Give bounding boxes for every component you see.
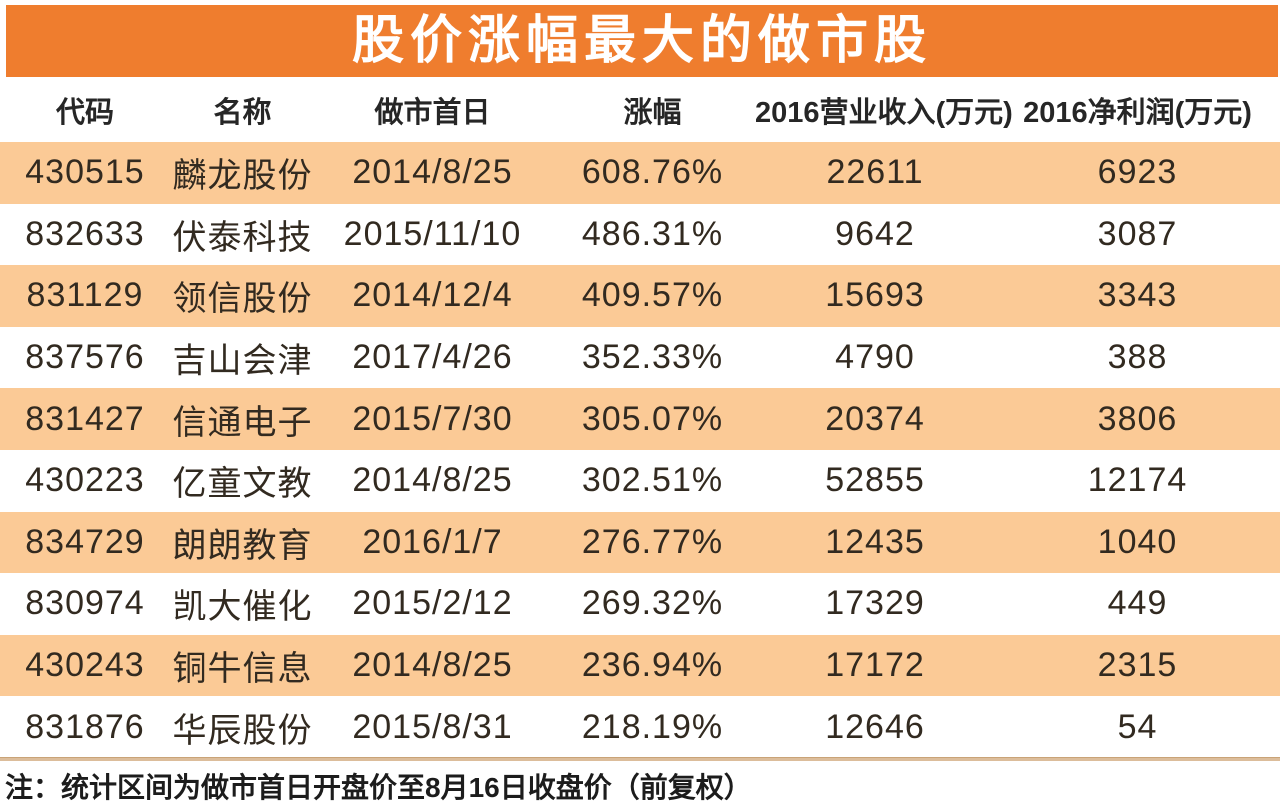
table-row: 831427 信通电子 2015/7/30 305.07% 20374 3806 (0, 388, 1280, 450)
cell-gain: 486.31% (581, 214, 724, 253)
cell-name: 麟龙股份 (172, 157, 313, 196)
cell-code: 831129 (26, 276, 144, 315)
cell-name: 铜牛信息 (172, 650, 313, 689)
cell-name: 伏泰科技 (172, 218, 313, 257)
cell-gain: 352.33% (581, 338, 724, 377)
cell-first-day: 2014/8/25 (352, 461, 513, 500)
cell-profit: 54 (1117, 707, 1158, 746)
cell-profit: 3806 (1097, 399, 1178, 438)
table-body: 430515 麟龙股份 2014/8/25 608.76% 22611 6923… (0, 142, 1280, 758)
cell-revenue: 4790 (835, 338, 915, 377)
cell-first-day: 2014/8/25 (352, 153, 513, 192)
cell-first-day: 2015/8/31 (352, 707, 513, 746)
cell-first-day: 2014/8/25 (352, 646, 513, 685)
footer-divider (0, 757, 1280, 761)
cell-code: 834729 (25, 522, 145, 561)
cell-revenue: 52855 (825, 461, 925, 500)
cell-name: 华辰股份 (172, 711, 313, 750)
cell-revenue: 17172 (825, 646, 925, 685)
cell-profit: 1040 (1097, 522, 1178, 561)
cell-profit: 3087 (1097, 214, 1178, 253)
cell-name: 朗朗教育 (172, 526, 313, 565)
cell-code: 430515 (25, 153, 145, 192)
cell-code: 831876 (25, 707, 145, 746)
cell-gain: 302.51% (581, 461, 724, 500)
cell-first-day: 2017/4/26 (352, 338, 513, 377)
column-header-first-day: 做市首日 (374, 96, 491, 129)
column-header-profit: 2016净利润(万元) (1023, 96, 1252, 129)
cell-first-day: 2016/1/7 (362, 522, 503, 561)
cell-code: 830974 (25, 584, 145, 623)
table-row: 430243 铜牛信息 2014/8/25 236.94% 17172 2315 (0, 634, 1280, 697)
title-banner: 股价涨幅最大的做市股 (6, 5, 1278, 77)
cell-first-day: 2014/12/4 (352, 276, 513, 315)
cell-revenue: 20374 (825, 399, 925, 438)
cell-first-day: 2015/2/12 (352, 584, 513, 623)
table-header-row: 代码 名称 做市首日 涨幅 2016营业收入(万元) 2016净利润(万元) (0, 77, 1280, 142)
cell-name: 吉山会津 (172, 342, 313, 381)
cell-gain: 218.19% (581, 707, 724, 746)
column-header-code: 代码 (55, 96, 114, 129)
cell-profit: 2315 (1097, 646, 1178, 685)
table-row: 430515 麟龙股份 2014/8/25 608.76% 22611 6923 (0, 142, 1280, 204)
cell-revenue: 15693 (825, 276, 925, 315)
cell-code: 430243 (25, 646, 145, 685)
column-header-gain: 涨幅 (623, 96, 682, 129)
cell-code: 837576 (25, 338, 145, 377)
cell-revenue: 12435 (825, 522, 925, 561)
cell-gain: 409.57% (581, 276, 724, 315)
cell-gain: 305.07% (581, 399, 724, 438)
cell-gain: 269.32% (581, 584, 724, 623)
cell-first-day: 2015/7/30 (352, 399, 513, 438)
cell-profit: 12174 (1087, 461, 1188, 500)
table-row: 832633 伏泰科技 2015/11/10 486.31% 9642 3087 (0, 204, 1280, 266)
cell-profit: 6923 (1097, 153, 1178, 192)
table-row: 430223 亿童文教 2014/8/25 302.51% 52855 1217… (0, 450, 1280, 512)
cell-first-day: 2015/11/10 (343, 214, 522, 253)
cell-name: 亿童文教 (172, 465, 313, 504)
table-row: 831876 华辰股份 2015/8/31 218.19% 12646 54 (0, 696, 1280, 758)
cell-code: 831427 (25, 399, 145, 438)
cell-revenue: 22611 (826, 153, 924, 192)
table-row: 837576 吉山会津 2017/4/26 352.33% 4790 388 (0, 327, 1280, 389)
cell-name: 信通电子 (172, 403, 313, 442)
cell-revenue: 17329 (825, 584, 925, 623)
cell-code: 430223 (25, 461, 145, 500)
table-row: 830974 凯大催化 2015/2/12 269.32% 17329 449 (0, 573, 1280, 635)
cell-gain: 236.94% (581, 646, 724, 685)
cell-name: 领信股份 (172, 280, 313, 319)
cell-name: 凯大催化 (172, 588, 313, 627)
cell-profit: 388 (1107, 338, 1168, 377)
cell-code: 832633 (25, 214, 145, 253)
table-row: 831129 领信股份 2014/12/4 409.57% 15693 3343 (0, 265, 1280, 327)
column-header-name: 名称 (213, 96, 272, 129)
footnote: 注：统计区间为做市首日开盘价至8月16日收盘价（前复权） (5, 772, 752, 803)
page-title: 股价涨幅最大的做市股 (351, 12, 932, 70)
cell-revenue: 12646 (825, 707, 925, 746)
column-header-revenue: 2016营业收入(万元) (755, 96, 1013, 129)
cell-gain: 608.76% (581, 153, 724, 192)
cell-profit: 449 (1107, 584, 1168, 623)
cell-profit: 3343 (1097, 276, 1178, 315)
cell-revenue: 9642 (835, 214, 915, 253)
table-row: 834729 朗朗教育 2016/1/7 276.77% 12435 1040 (0, 511, 1280, 574)
cell-gain: 276.77% (581, 522, 724, 561)
